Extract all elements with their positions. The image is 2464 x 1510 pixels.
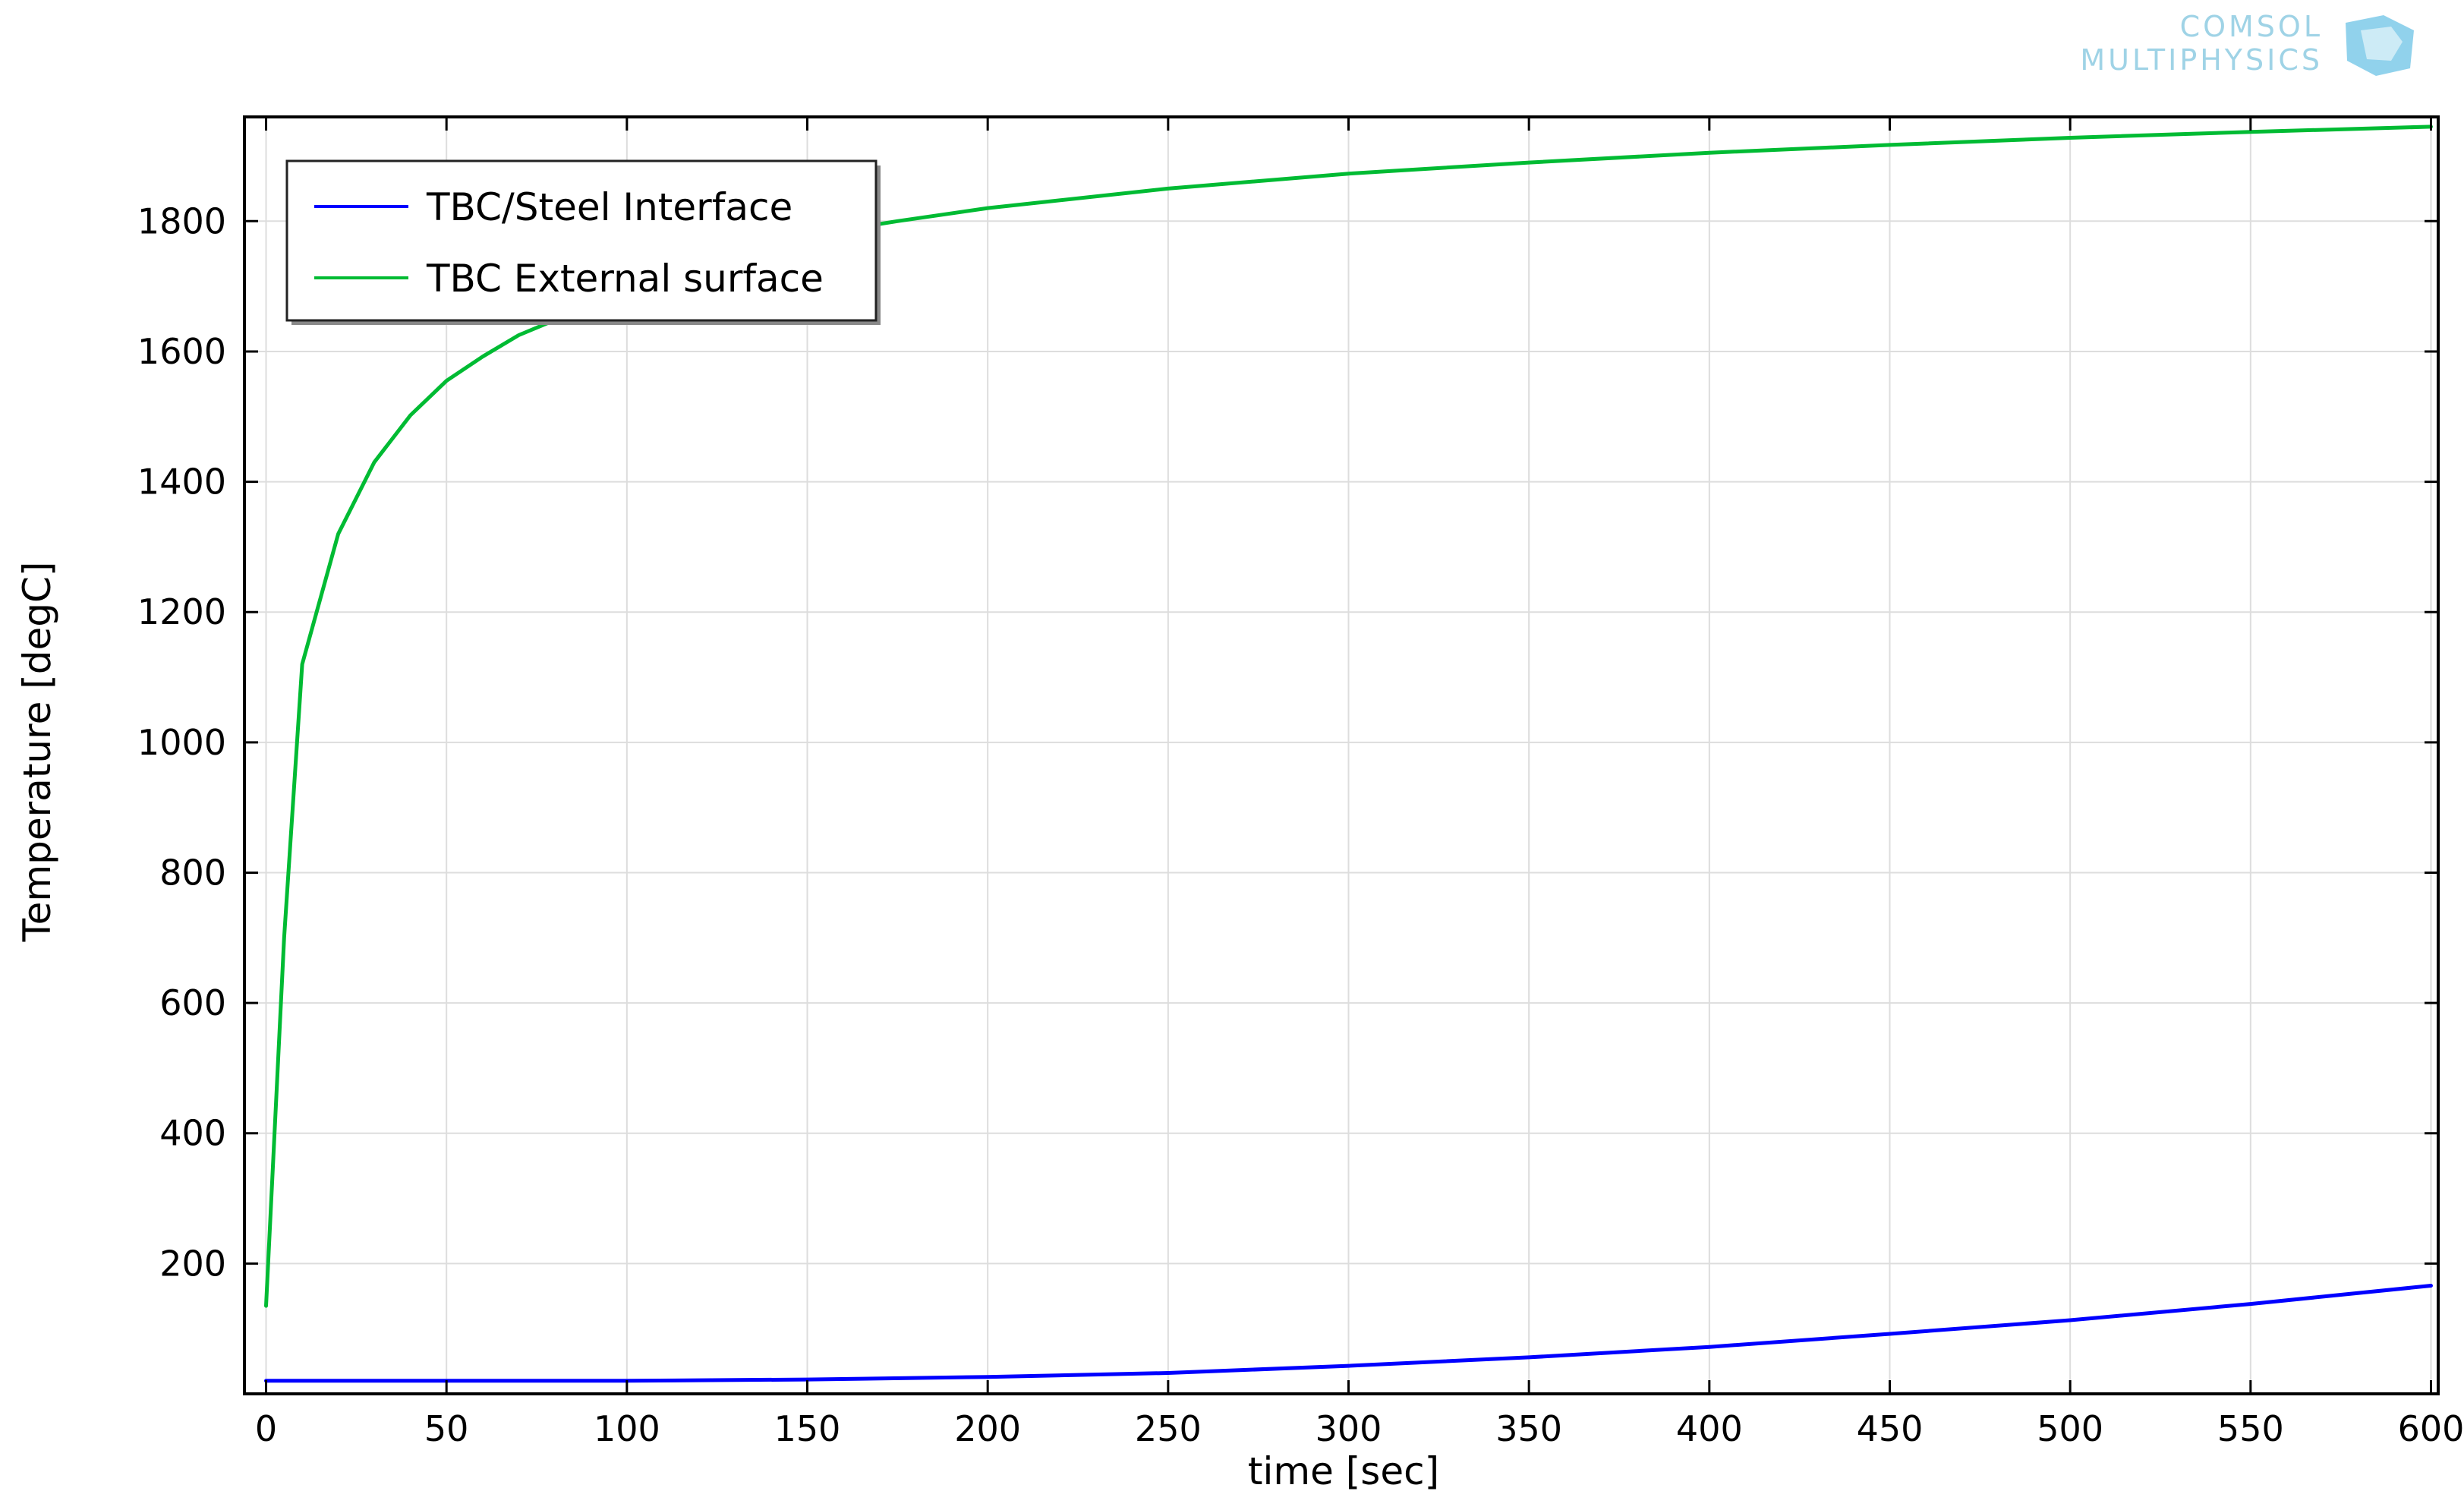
y-tick-label: 1000: [137, 722, 226, 763]
x-tick-label: 450: [1857, 1408, 1924, 1449]
axis-ticks: [244, 117, 2438, 1394]
logo-line2: MULTIPHYSICS: [2080, 43, 2323, 77]
x-tick-label: 50: [424, 1408, 469, 1449]
x-tick-label: 550: [2217, 1408, 2284, 1449]
x-axis-title: time [sec]: [1248, 1449, 1439, 1493]
x-tick-label: 200: [954, 1408, 1021, 1449]
x-tick-label: 100: [594, 1408, 660, 1449]
y-tick-label: 1200: [137, 591, 226, 632]
x-tick-label: 400: [1676, 1408, 1743, 1449]
legend-label-external: TBC External surface: [426, 257, 824, 301]
x-tick-label: 350: [1495, 1408, 1562, 1449]
logo-line1: COMSOL: [2180, 10, 2323, 43]
y-tick-label: 400: [159, 1113, 226, 1154]
x-tick-label: 600: [2398, 1408, 2464, 1449]
x-tick-label: 250: [1135, 1408, 1202, 1449]
y-tick-label: 1800: [137, 200, 226, 241]
y-tick-label: 1600: [137, 331, 226, 372]
x-tick-label: 500: [2037, 1408, 2103, 1449]
plot-area-frame: [243, 115, 2440, 1395]
legend-label-interface: TBC/Steel Interface: [426, 185, 792, 229]
y-tick-label: 800: [159, 852, 226, 893]
comsol-logo: COMSOL MULTIPHYSICS: [2080, 10, 2414, 77]
y-axis-title: Temperature [degC]: [15, 562, 59, 943]
y-tick-label: 600: [159, 982, 226, 1023]
legend-box: [285, 159, 878, 322]
y-tick-labels: 200 400 600 800 1000 1200 1400 1600 1800: [137, 200, 226, 1284]
legend: TBC/Steel Interface TBC External surface: [285, 159, 881, 325]
y-tick-label: 1400: [137, 462, 226, 503]
y-tick-label: 200: [159, 1243, 226, 1284]
x-tick-label: 150: [774, 1408, 841, 1449]
x-tick-label: 0: [255, 1408, 277, 1449]
comsol-cube-icon: [2346, 15, 2414, 76]
x-tick-labels: 0 50 100 150 200 250 300 350 400 450 500 550 600: [255, 1408, 2464, 1449]
x-tick-label: 300: [1315, 1408, 1382, 1449]
